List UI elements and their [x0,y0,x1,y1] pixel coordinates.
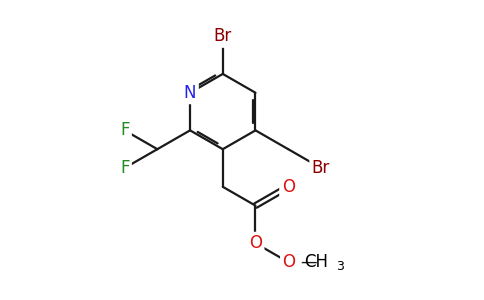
Text: O: O [249,234,262,252]
Text: CH: CH [304,253,328,271]
Text: —: — [301,253,317,271]
Text: O: O [282,253,295,271]
Text: O: O [282,178,295,196]
Text: F: F [120,122,129,140]
Text: Br: Br [213,27,232,45]
Text: 3: 3 [336,260,344,273]
Text: F: F [120,159,129,177]
Text: Br: Br [312,159,330,177]
Text: N: N [184,84,197,102]
